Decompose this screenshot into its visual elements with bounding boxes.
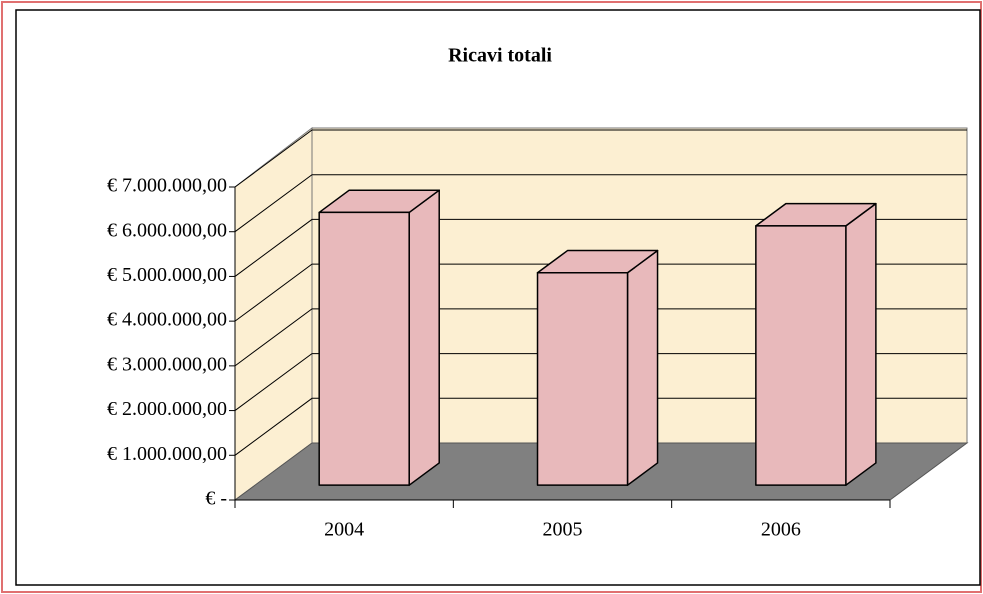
y-tick-label: € 3.000.000,00	[107, 353, 227, 375]
bar-front	[536, 272, 629, 486]
grid-line	[234, 129, 967, 188]
bar-front	[318, 211, 410, 486]
y-tick-label: € 2.000.000,00	[107, 398, 227, 420]
grid-line	[234, 353, 967, 411]
bar-side	[408, 189, 440, 486]
grid-line	[234, 308, 967, 367]
x-tick-label: 2004	[324, 519, 364, 541]
y-tick-label: € 5.000.000,00	[107, 264, 227, 286]
y-tick-label: € 6.000.000,00	[107, 219, 227, 241]
chart-title: Ricavi totali	[448, 45, 552, 67]
x-tick-label: 2006	[761, 519, 801, 541]
bar-side	[845, 202, 877, 486]
bar-front	[755, 225, 847, 486]
x-tick-label: 2005	[543, 519, 583, 541]
y-tick-label: € -	[205, 488, 227, 510]
grid-line	[234, 397, 967, 456]
y-tick-label: € 4.000.000,00	[107, 309, 227, 331]
grid-line	[234, 218, 967, 277]
y-tick-label: € 1.000.000,00	[107, 443, 227, 465]
grid-line	[234, 263, 967, 322]
y-tick-label: € 7.000.000,00	[107, 175, 227, 197]
bar-side	[626, 249, 659, 486]
grid-line	[234, 174, 967, 233]
